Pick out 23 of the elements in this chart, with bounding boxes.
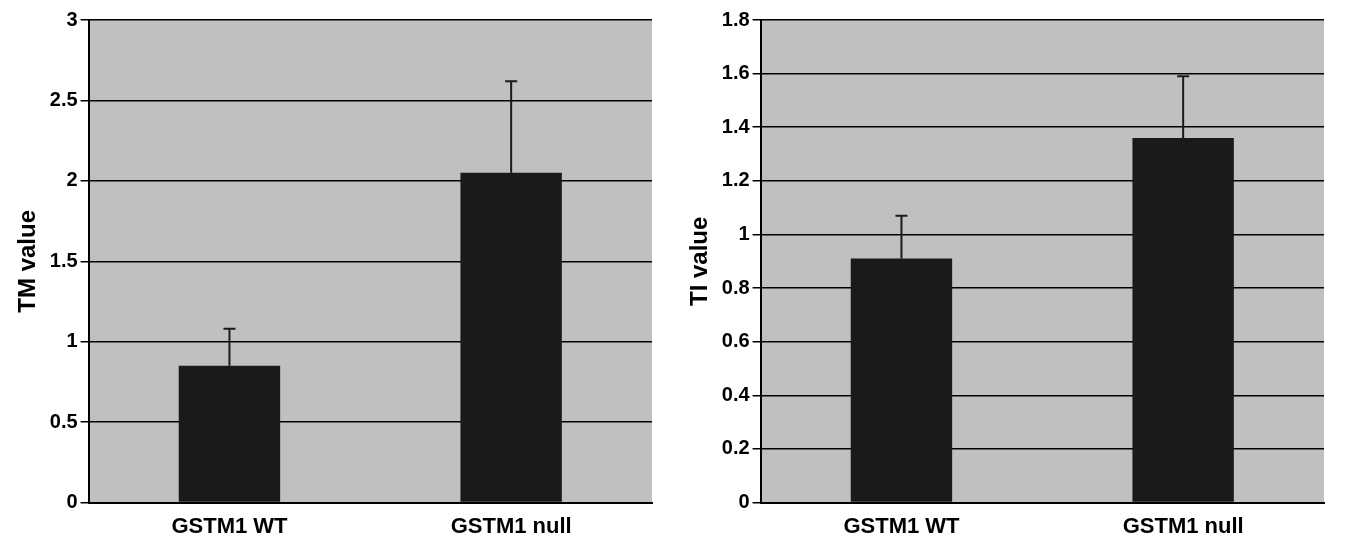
y-tick-label: 0.8 bbox=[721, 275, 750, 298]
y-tick-label: 0 bbox=[738, 490, 750, 513]
y-tick-label: 1 bbox=[738, 222, 750, 244]
y-tick-label: 2 bbox=[66, 168, 78, 191]
y-tick-label: 1.8 bbox=[721, 7, 750, 30]
x-tick-label: GSTM1 WT bbox=[171, 512, 289, 538]
x-tick-label: GSTM1 null bbox=[1122, 512, 1244, 538]
y-axis-title: TI value bbox=[685, 216, 713, 306]
x-tick-label: GSTM1 null bbox=[450, 512, 572, 538]
y-tick-label: 0 bbox=[66, 490, 78, 513]
y-axis-title: TM value bbox=[13, 209, 41, 313]
y-tick-label: 2.5 bbox=[49, 87, 78, 110]
y-tick-label: 0.4 bbox=[721, 382, 751, 405]
y-tick-label: 1.2 bbox=[721, 168, 750, 191]
y-tick-label: 1.4 bbox=[721, 114, 751, 137]
y-tick-label: 0.5 bbox=[49, 409, 78, 432]
y-tick-label: 1.5 bbox=[49, 248, 78, 271]
y-tick-label: 1 bbox=[66, 329, 78, 352]
x-tick-label: GSTM1 WT bbox=[843, 512, 961, 538]
y-tick-label: 1.6 bbox=[721, 61, 750, 84]
y-tick-label: 0.6 bbox=[721, 329, 750, 352]
y-tick-label: 3 bbox=[66, 7, 78, 30]
y-tick-label: 0.2 bbox=[721, 436, 750, 459]
